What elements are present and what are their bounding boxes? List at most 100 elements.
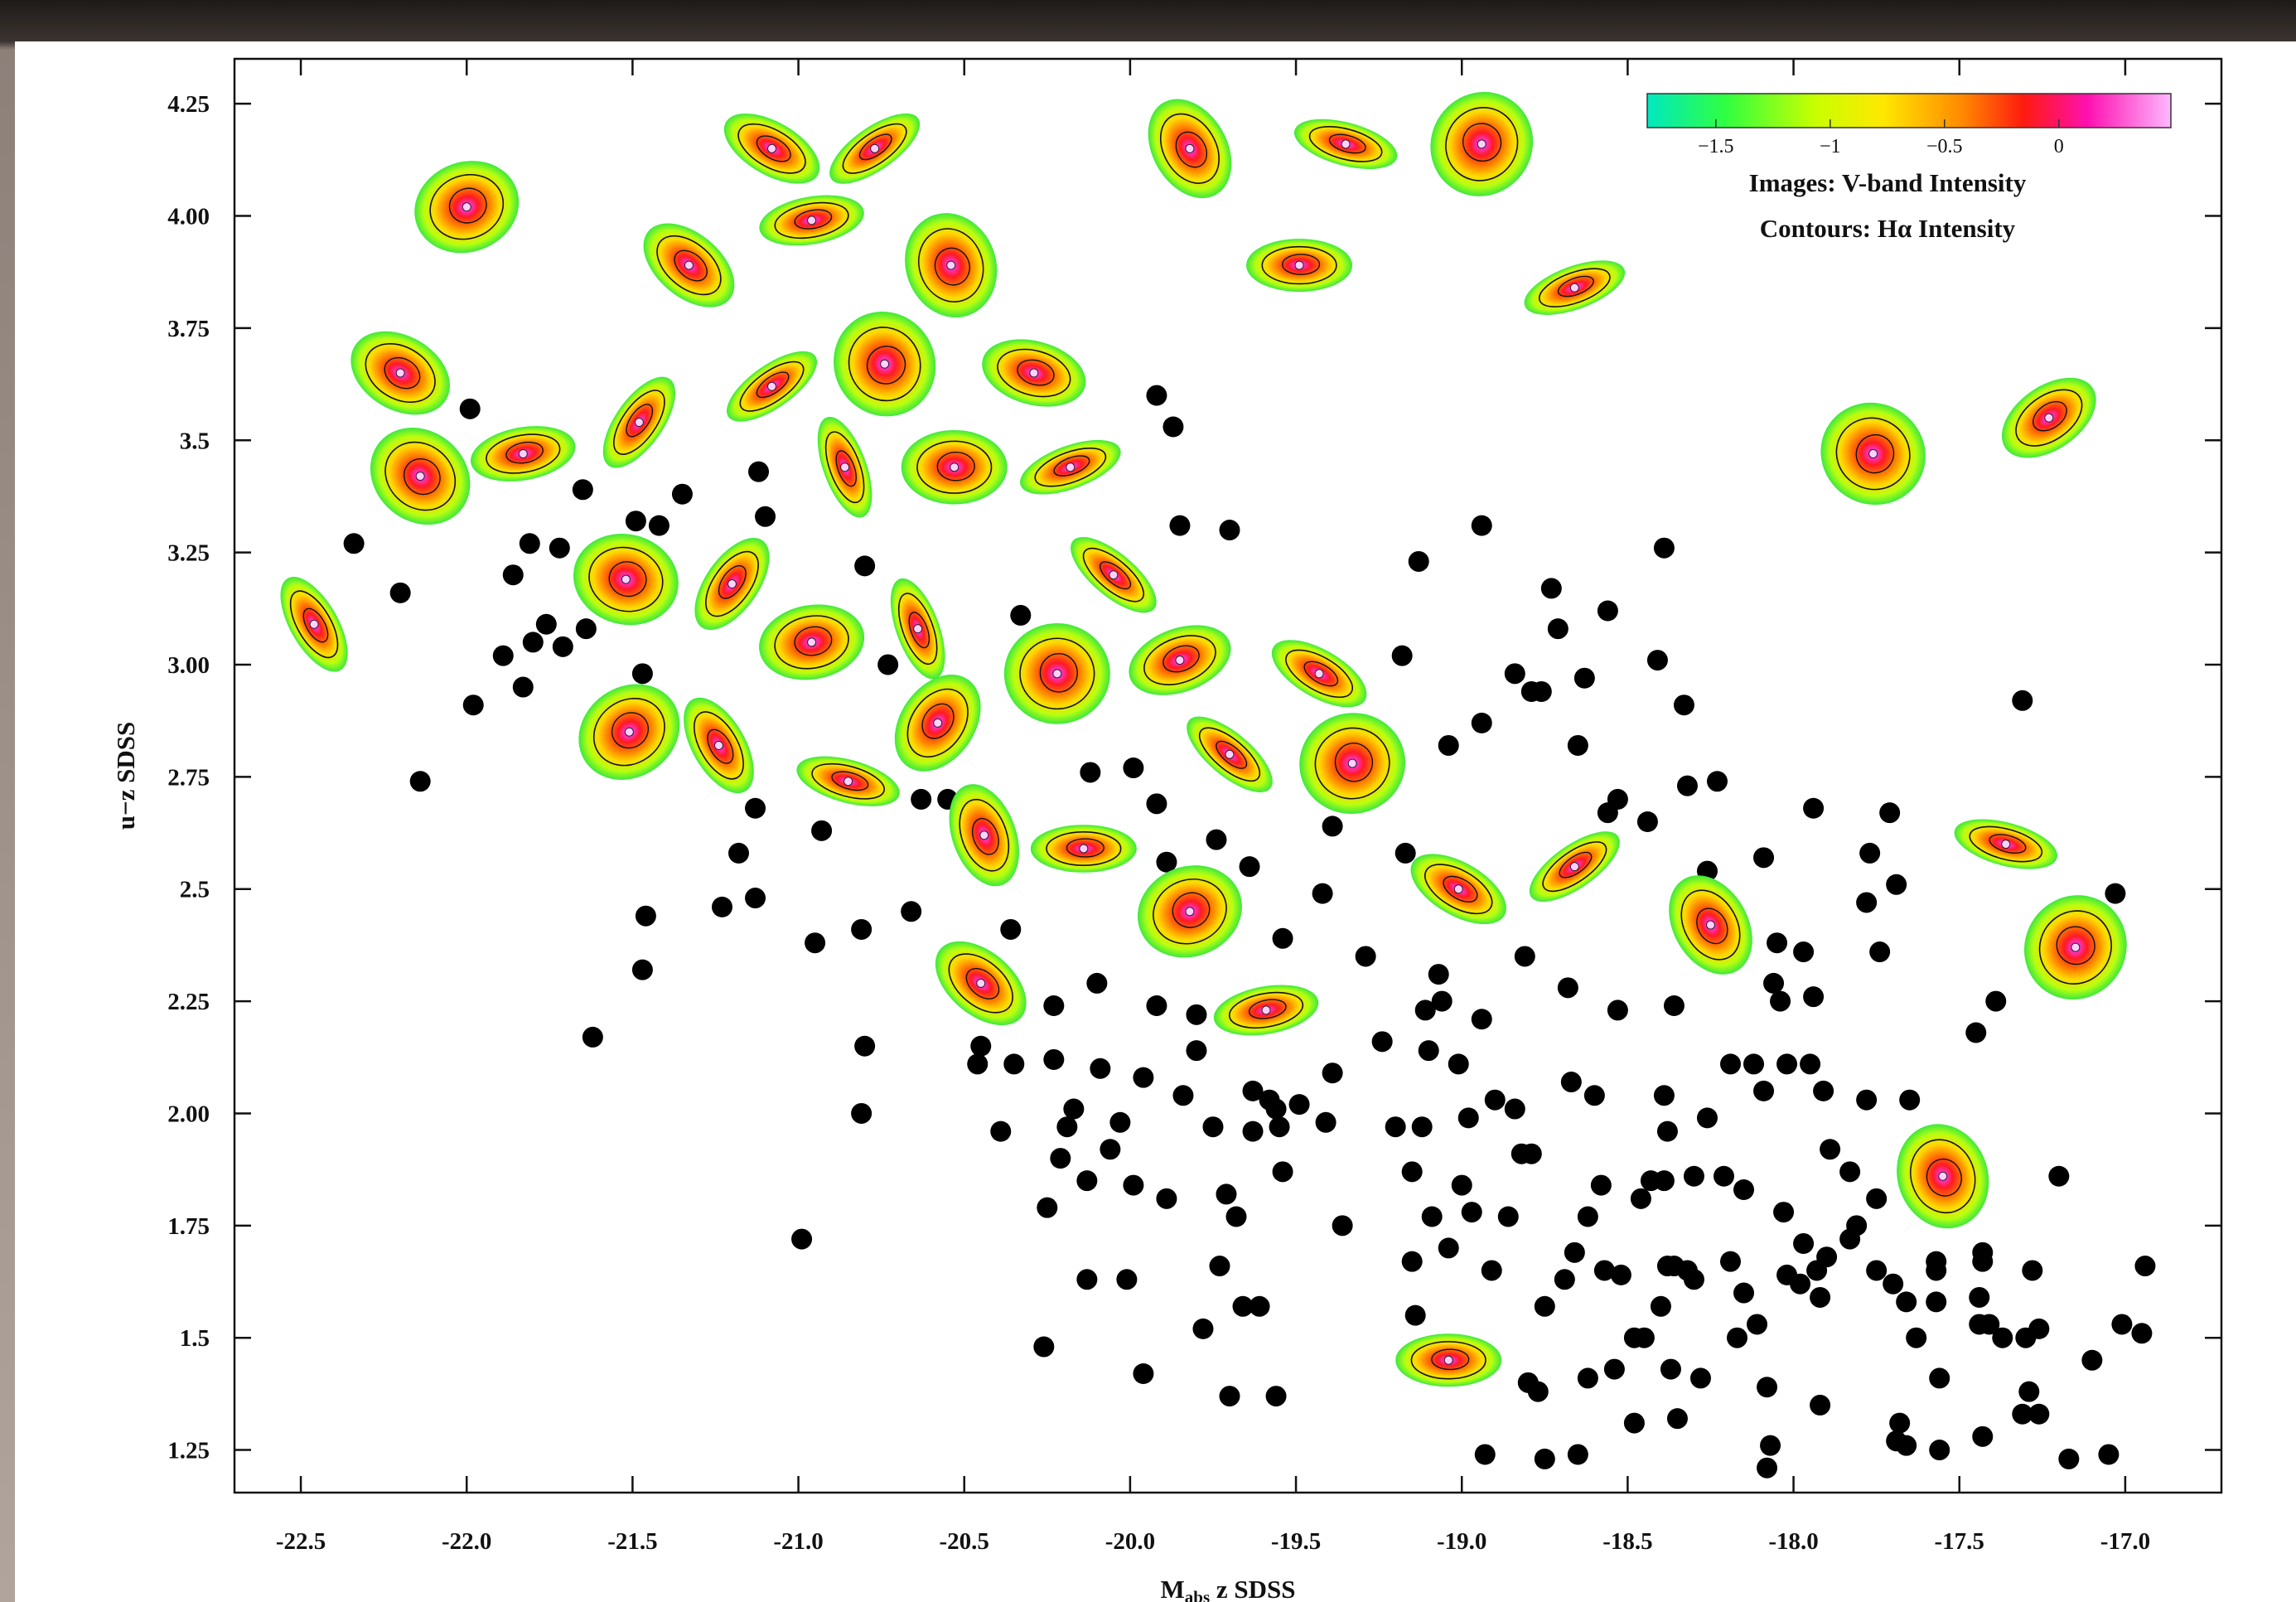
y-tick-label: 3.5: [180, 428, 210, 454]
data-point: [632, 960, 653, 980]
data-point: [1926, 1260, 1946, 1280]
data-point: [1216, 1183, 1236, 1204]
data-point: [1123, 757, 1143, 778]
galaxy-core: [1053, 670, 1061, 678]
data-point: [1654, 1085, 1675, 1106]
data-point: [1561, 1072, 1582, 1092]
data-point: [1790, 1274, 1810, 1295]
data-point: [1793, 1233, 1814, 1254]
data-point: [503, 564, 524, 585]
galaxy-core: [1295, 261, 1303, 269]
data-point: [573, 479, 593, 500]
data-point: [1664, 995, 1685, 1016]
figure-background: [15, 41, 2296, 1602]
data-point: [1409, 551, 1429, 572]
data-point: [2012, 690, 2033, 711]
data-point: [463, 695, 484, 715]
x-axis-label-rest: z SDSS: [1210, 1575, 1295, 1602]
data-point: [1624, 1413, 1645, 1434]
data-point: [1169, 515, 1190, 536]
data-point: [2028, 1404, 2049, 1425]
data-point: [1564, 1242, 1585, 1263]
annotation: Images: V-band Intensity: [1749, 168, 2027, 197]
data-point: [1080, 762, 1100, 782]
data-point: [1316, 1112, 1337, 1133]
data-point: [1803, 986, 1824, 1007]
data-point: [1820, 1139, 1840, 1159]
data-point: [1651, 1296, 1671, 1317]
data-point: [1548, 618, 1569, 639]
data-point: [1220, 1386, 1240, 1406]
data-point: [1541, 578, 1562, 598]
data-point: [1243, 1121, 1264, 1142]
data-point: [1677, 776, 1698, 796]
data-point: [576, 618, 597, 639]
x-tick-label: -21.0: [773, 1528, 823, 1555]
colorbar-tick-label: −0.5: [1926, 136, 1963, 157]
colorbar: [1647, 94, 2171, 128]
data-point: [728, 843, 749, 864]
data-point: [2105, 883, 2125, 904]
x-tick-label: -19.0: [1437, 1528, 1486, 1555]
data-point: [745, 888, 766, 908]
data-point: [672, 484, 693, 505]
data-point: [2134, 1256, 2155, 1276]
data-point: [1813, 1081, 1834, 1101]
data-point: [1647, 650, 1668, 670]
data-point: [1273, 928, 1293, 949]
data-point: [1432, 991, 1453, 1012]
data-point: [1763, 973, 1784, 994]
data-point: [1322, 1062, 1343, 1083]
y-tick-label: 1.75: [167, 1213, 210, 1240]
data-point: [1163, 417, 1183, 438]
data-point: [1312, 883, 1333, 904]
data-point: [1356, 946, 1376, 966]
data-point: [1972, 1426, 1993, 1447]
data-point: [1452, 1175, 1472, 1196]
data-point: [2111, 1314, 2132, 1334]
data-point: [1269, 1116, 1290, 1137]
data-point: [649, 515, 669, 536]
data-point: [1747, 1314, 1767, 1334]
data-point: [2081, 1350, 2102, 1371]
data-point: [854, 1036, 875, 1057]
data-point: [2048, 1166, 2069, 1187]
data-point: [967, 1053, 988, 1074]
data-point: [1289, 1094, 1310, 1115]
galaxy-core: [1444, 1356, 1453, 1364]
data-point: [712, 897, 732, 917]
data-point: [1846, 1215, 1867, 1236]
y-tick-label: 2.25: [167, 989, 210, 1015]
data-point: [901, 901, 921, 922]
data-point: [1985, 991, 2006, 1012]
data-point: [1667, 1408, 1688, 1429]
x-axis-label: Mabs z SDSS: [1161, 1575, 1296, 1602]
data-point: [1684, 1166, 1704, 1187]
galaxy-core: [950, 463, 959, 472]
data-point: [1896, 1291, 1917, 1312]
y-tick-label: 1.5: [180, 1325, 210, 1352]
data-point: [1100, 1139, 1120, 1159]
data-point: [344, 533, 365, 554]
data-point: [1674, 695, 1694, 715]
data-point: [549, 538, 570, 559]
data-point: [553, 636, 573, 657]
data-point: [460, 399, 481, 419]
x-tick-label: -18.5: [1602, 1528, 1652, 1555]
data-point: [1003, 1053, 1024, 1074]
data-point: [851, 919, 872, 940]
data-point: [1266, 1099, 1287, 1120]
data-point: [410, 771, 431, 791]
data-point: [1578, 1206, 1598, 1227]
data-point: [1611, 1265, 1631, 1285]
data-point: [1929, 1367, 1950, 1388]
data-point: [1558, 977, 1578, 998]
data-point: [536, 614, 557, 635]
x-tick-label: -19.5: [1271, 1528, 1321, 1555]
data-point: [1419, 1040, 1439, 1061]
data-point: [811, 820, 832, 841]
data-point: [1578, 1367, 1598, 1388]
x-tick-label: -22.5: [276, 1528, 326, 1555]
data-point: [1591, 1175, 1612, 1196]
data-point: [1720, 1053, 1741, 1074]
